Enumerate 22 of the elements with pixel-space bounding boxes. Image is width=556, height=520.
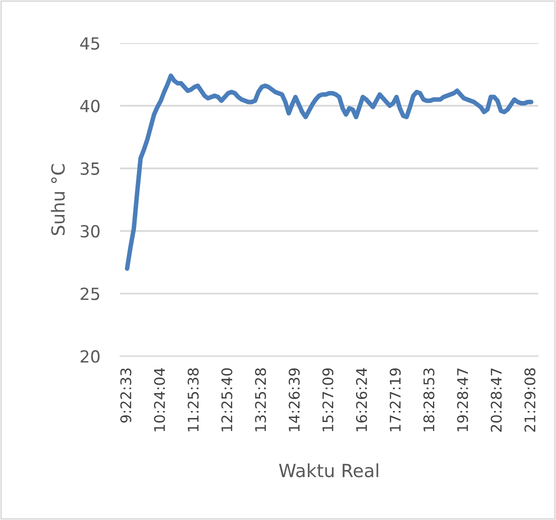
x-tick-label: 10:24:04 bbox=[154, 368, 166, 432]
x-tick-label: 14:26:39 bbox=[288, 368, 300, 432]
x-tick-label: 15:27:09 bbox=[322, 368, 334, 432]
y-axis-title: Suhu °C bbox=[50, 164, 65, 236]
x-tick-label: 12:25:40 bbox=[221, 368, 232, 432]
y-tick-label: 20 bbox=[80, 350, 100, 363]
x-tick-label: 19:28:47 bbox=[457, 368, 468, 432]
x-tick-label: 18:28:53 bbox=[423, 368, 434, 432]
y-tick-label: 45 bbox=[80, 37, 100, 50]
x-tick-label: 11:25:38 bbox=[188, 368, 199, 432]
x-tick-label: 21:29:08 bbox=[524, 368, 536, 432]
x-tick-label: 9:22:33 bbox=[120, 368, 132, 423]
x-axis-title: Waktu Real bbox=[279, 463, 378, 478]
x-tick-label: 20:28:47 bbox=[490, 368, 502, 432]
y-tick-label: 35 bbox=[80, 162, 100, 175]
x-tick-label: 16:26:24 bbox=[356, 368, 368, 432]
line-series bbox=[124, 73, 534, 271]
x-tick-label: 17:27:19 bbox=[390, 368, 401, 432]
y-tick-label: 40 bbox=[80, 100, 100, 112]
y-tick-label: 30 bbox=[80, 224, 100, 238]
y-tick-label: 25 bbox=[80, 288, 100, 300]
x-tick-label: 13:25:28 bbox=[255, 368, 266, 432]
